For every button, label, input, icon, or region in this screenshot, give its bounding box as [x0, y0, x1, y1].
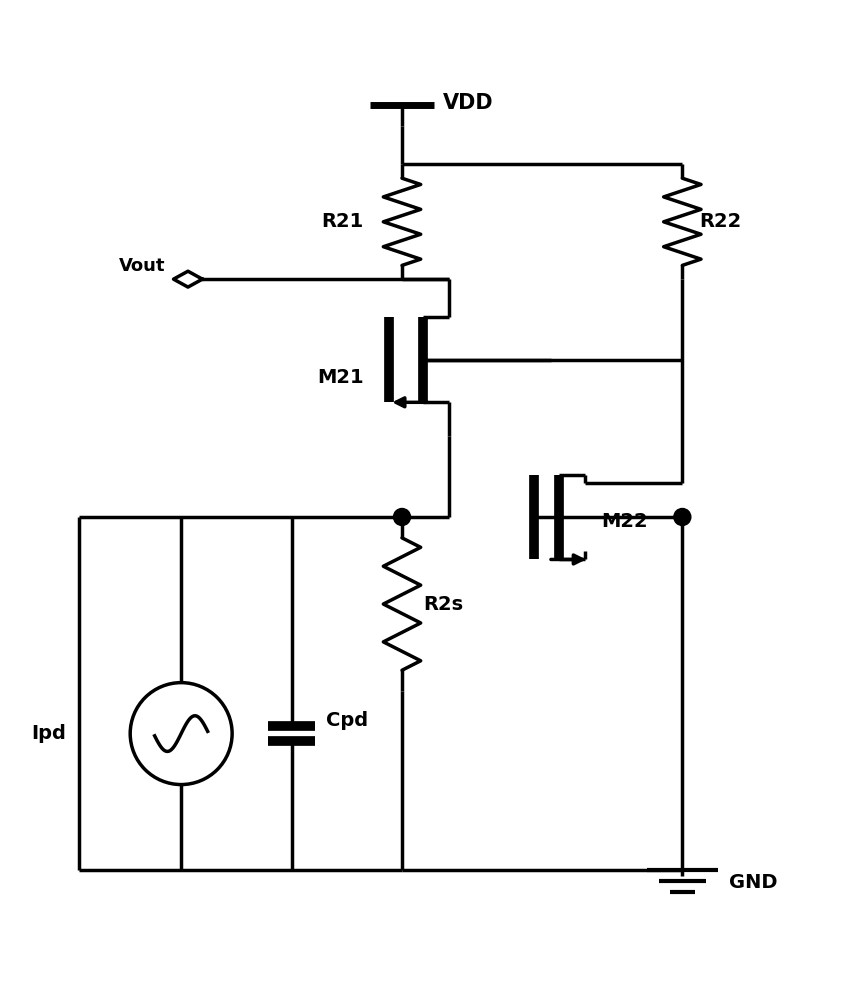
- Text: Cpd: Cpd: [326, 711, 368, 730]
- Text: R2s: R2s: [423, 595, 463, 614]
- Text: GND: GND: [729, 873, 777, 892]
- Circle shape: [674, 508, 691, 525]
- Text: R21: R21: [321, 212, 363, 231]
- Text: M22: M22: [602, 512, 648, 531]
- Text: M21: M21: [317, 368, 363, 387]
- Text: Vout: Vout: [119, 257, 165, 275]
- Text: VDD: VDD: [443, 93, 493, 113]
- Circle shape: [393, 508, 410, 525]
- Text: Ipd: Ipd: [32, 724, 67, 743]
- Text: R22: R22: [699, 212, 741, 231]
